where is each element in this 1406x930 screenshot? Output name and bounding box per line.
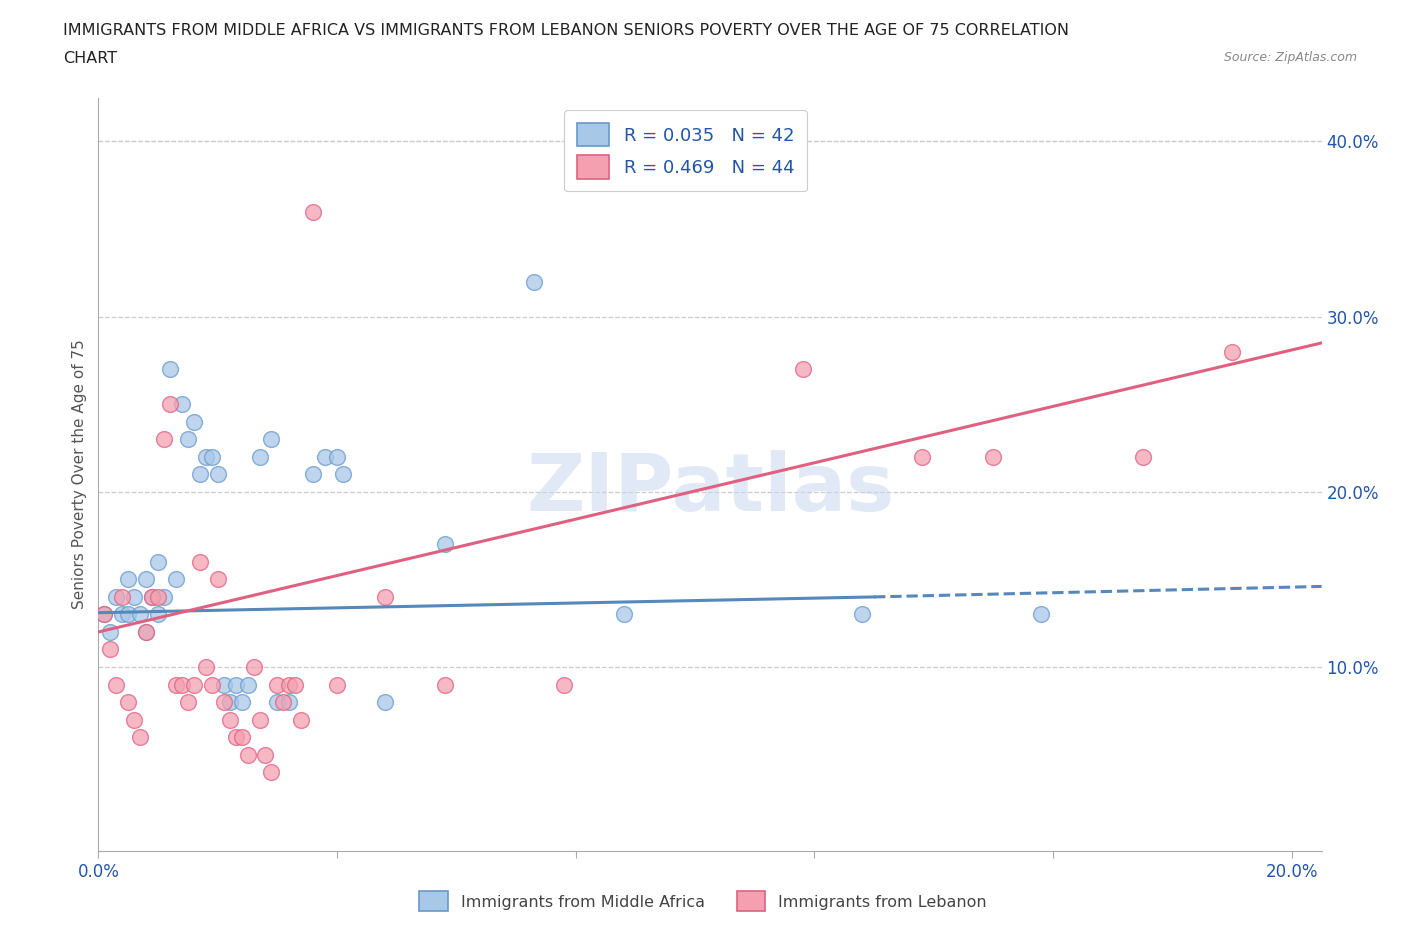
- Point: [159, 397, 181, 412]
- Point: [983, 449, 1005, 464]
- Point: [201, 677, 224, 692]
- Point: [183, 414, 205, 429]
- Point: [177, 695, 200, 710]
- Point: [302, 467, 325, 482]
- Point: [146, 554, 169, 569]
- Point: [218, 695, 240, 710]
- Point: [93, 607, 115, 622]
- Point: [111, 607, 134, 622]
- Point: [146, 590, 169, 604]
- Point: [314, 449, 336, 464]
- Point: [242, 659, 264, 674]
- Point: [170, 677, 193, 692]
- Point: [911, 449, 934, 464]
- Y-axis label: Seniors Poverty Over the Age of 75: Seniors Poverty Over the Age of 75: [72, 339, 87, 609]
- Point: [266, 677, 288, 692]
- Point: [225, 677, 247, 692]
- Point: [177, 432, 200, 446]
- Point: [135, 625, 157, 640]
- Point: [188, 467, 211, 482]
- Point: [165, 677, 187, 692]
- Point: [117, 572, 139, 587]
- Point: [792, 362, 814, 377]
- Point: [212, 677, 235, 692]
- Point: [236, 677, 259, 692]
- Point: [141, 590, 163, 604]
- Point: [188, 554, 211, 569]
- Point: [117, 695, 139, 710]
- Point: [105, 590, 128, 604]
- Point: [231, 730, 253, 745]
- Point: [212, 695, 235, 710]
- Point: [260, 764, 283, 779]
- Point: [1220, 344, 1243, 359]
- Point: [278, 677, 301, 692]
- Point: [249, 449, 271, 464]
- Text: CHART: CHART: [63, 51, 117, 66]
- Point: [290, 712, 312, 727]
- Point: [523, 274, 546, 289]
- Point: [153, 432, 176, 446]
- Legend: R = 0.035   N = 42, R = 0.469   N = 44: R = 0.035 N = 42, R = 0.469 N = 44: [564, 111, 807, 192]
- Point: [374, 590, 396, 604]
- Point: [236, 747, 259, 762]
- Point: [146, 607, 169, 622]
- Point: [105, 677, 128, 692]
- Text: IMMIGRANTS FROM MIDDLE AFRICA VS IMMIGRANTS FROM LEBANON SENIORS POVERTY OVER TH: IMMIGRANTS FROM MIDDLE AFRICA VS IMMIGRA…: [63, 23, 1070, 38]
- Point: [183, 677, 205, 692]
- Point: [302, 204, 325, 219]
- Point: [1132, 449, 1154, 464]
- Point: [433, 537, 456, 551]
- Point: [98, 625, 121, 640]
- Point: [170, 397, 193, 412]
- Point: [284, 677, 307, 692]
- Point: [851, 607, 873, 622]
- Point: [260, 432, 283, 446]
- Point: [159, 362, 181, 377]
- Point: [141, 590, 163, 604]
- Point: [326, 677, 349, 692]
- Point: [433, 677, 456, 692]
- Point: [612, 607, 634, 622]
- Point: [153, 590, 176, 604]
- Point: [225, 730, 247, 745]
- Point: [278, 695, 301, 710]
- Point: [207, 572, 229, 587]
- Text: Source: ZipAtlas.com: Source: ZipAtlas.com: [1223, 51, 1357, 64]
- Point: [194, 659, 217, 674]
- Point: [98, 642, 121, 657]
- Point: [273, 695, 295, 710]
- Point: [165, 572, 187, 587]
- Point: [129, 607, 152, 622]
- Point: [374, 695, 396, 710]
- Point: [135, 572, 157, 587]
- Point: [249, 712, 271, 727]
- Point: [218, 712, 240, 727]
- Point: [231, 695, 253, 710]
- Point: [135, 625, 157, 640]
- Point: [207, 467, 229, 482]
- Point: [254, 747, 277, 762]
- Point: [332, 467, 354, 482]
- Point: [194, 449, 217, 464]
- Point: [129, 730, 152, 745]
- Point: [122, 712, 145, 727]
- Text: ZIPatlas: ZIPatlas: [526, 450, 894, 528]
- Point: [201, 449, 224, 464]
- Point: [266, 695, 288, 710]
- Point: [122, 590, 145, 604]
- Point: [326, 449, 349, 464]
- Point: [1031, 607, 1053, 622]
- Point: [117, 607, 139, 622]
- Point: [553, 677, 575, 692]
- Legend: Immigrants from Middle Africa, Immigrants from Lebanon: Immigrants from Middle Africa, Immigrant…: [413, 885, 993, 917]
- Point: [111, 590, 134, 604]
- Point: [93, 607, 115, 622]
